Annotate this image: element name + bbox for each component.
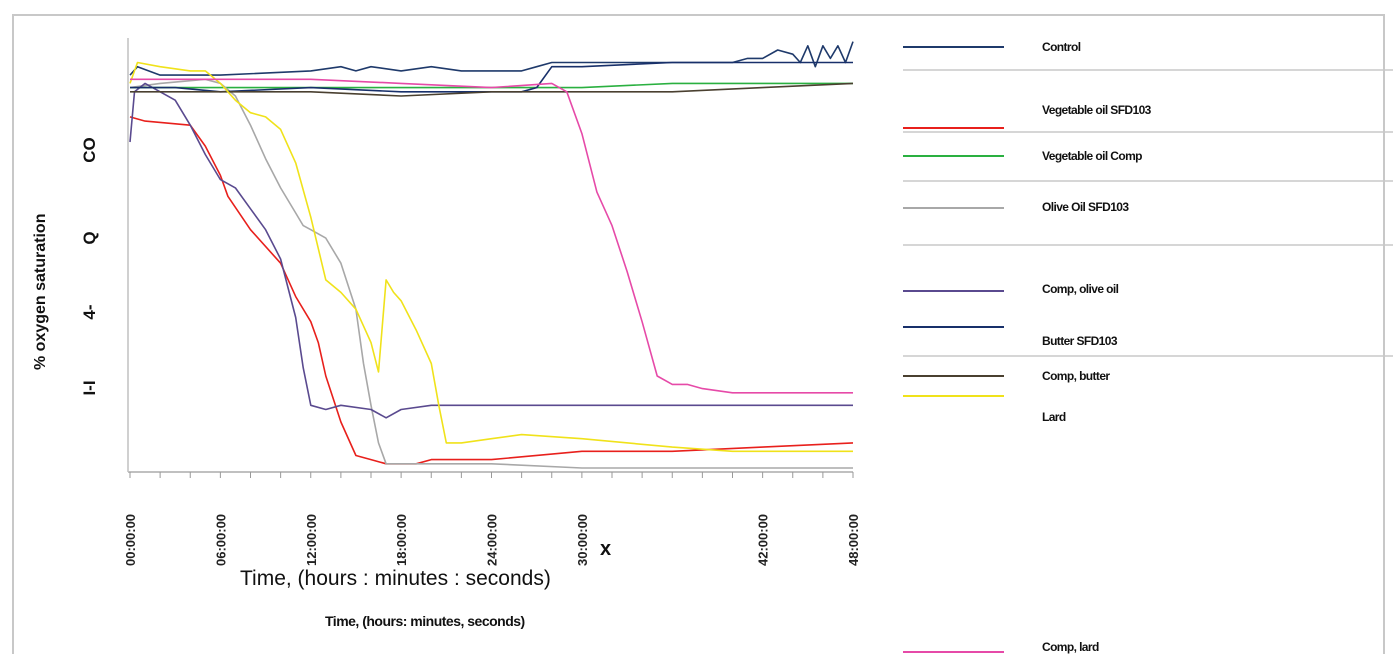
y-tick-glyphs: CO Q 4- I-I (80, 137, 99, 395)
legend-label: Comp, olive oil (1042, 282, 1119, 296)
y-tick-glyph: Q (80, 231, 99, 244)
series-line-1 (129, 41, 854, 76)
x-tick-label: 48:00:00 (846, 514, 861, 566)
legend: Control Vegetable oil SFD103 Vegetable oil… (903, 40, 1393, 654)
series-line-4 (129, 78, 853, 469)
x-tick-label: 06:00:00 (213, 514, 228, 566)
x-tick-label: 18:00:00 (394, 514, 409, 566)
x-tick-label: 00:00:00 (123, 514, 138, 566)
y-tick-glyph: CO (80, 137, 99, 163)
series-line-9 (130, 78, 853, 394)
series-line-2 (129, 116, 854, 465)
x-tick-label: 24:00:00 (485, 514, 500, 566)
x-ticks (129, 472, 854, 478)
y-tick-glyph: I-I (80, 380, 99, 395)
chart-frame (12, 14, 1385, 654)
legend-label: Control (1042, 40, 1081, 54)
y-axis-label: % oxygen saturation (32, 214, 49, 370)
series-line-5 (129, 82, 853, 419)
legend-label: Vegetable oil SFD103 (1042, 103, 1152, 117)
legend-label: Vegetable oil Comp (1042, 149, 1142, 163)
chart-axes (127, 38, 853, 473)
legend-label: Lard (1042, 410, 1066, 424)
legend-label: Comp, butter (1042, 369, 1110, 383)
x-tick-label: 12:00:00 (304, 514, 319, 566)
x-mark: x (600, 538, 611, 560)
x-tick-label: 30:00:00 (575, 514, 590, 566)
x-axis-label-overlay: Time, (hours : minutes : seconds) (240, 567, 551, 590)
legend-label: Olive Oil SFD103 (1042, 200, 1129, 214)
x-axis-label: Time, (hours: minutes, seconds) (325, 613, 525, 629)
series-lines (129, 41, 854, 469)
series-line-8 (129, 61, 853, 453)
x-tick-label: 42:00:00 (756, 514, 771, 566)
series-line-7 (130, 82, 854, 97)
legend-label: Comp, lard (1042, 640, 1099, 654)
legend-label: Butter SFD103 (1042, 334, 1118, 348)
x-tick-labels: 00:00:00 06:00:00 12:00:00 18:00:00 24:00:00… (123, 514, 861, 566)
y-tick-glyph: 4- (80, 304, 99, 319)
